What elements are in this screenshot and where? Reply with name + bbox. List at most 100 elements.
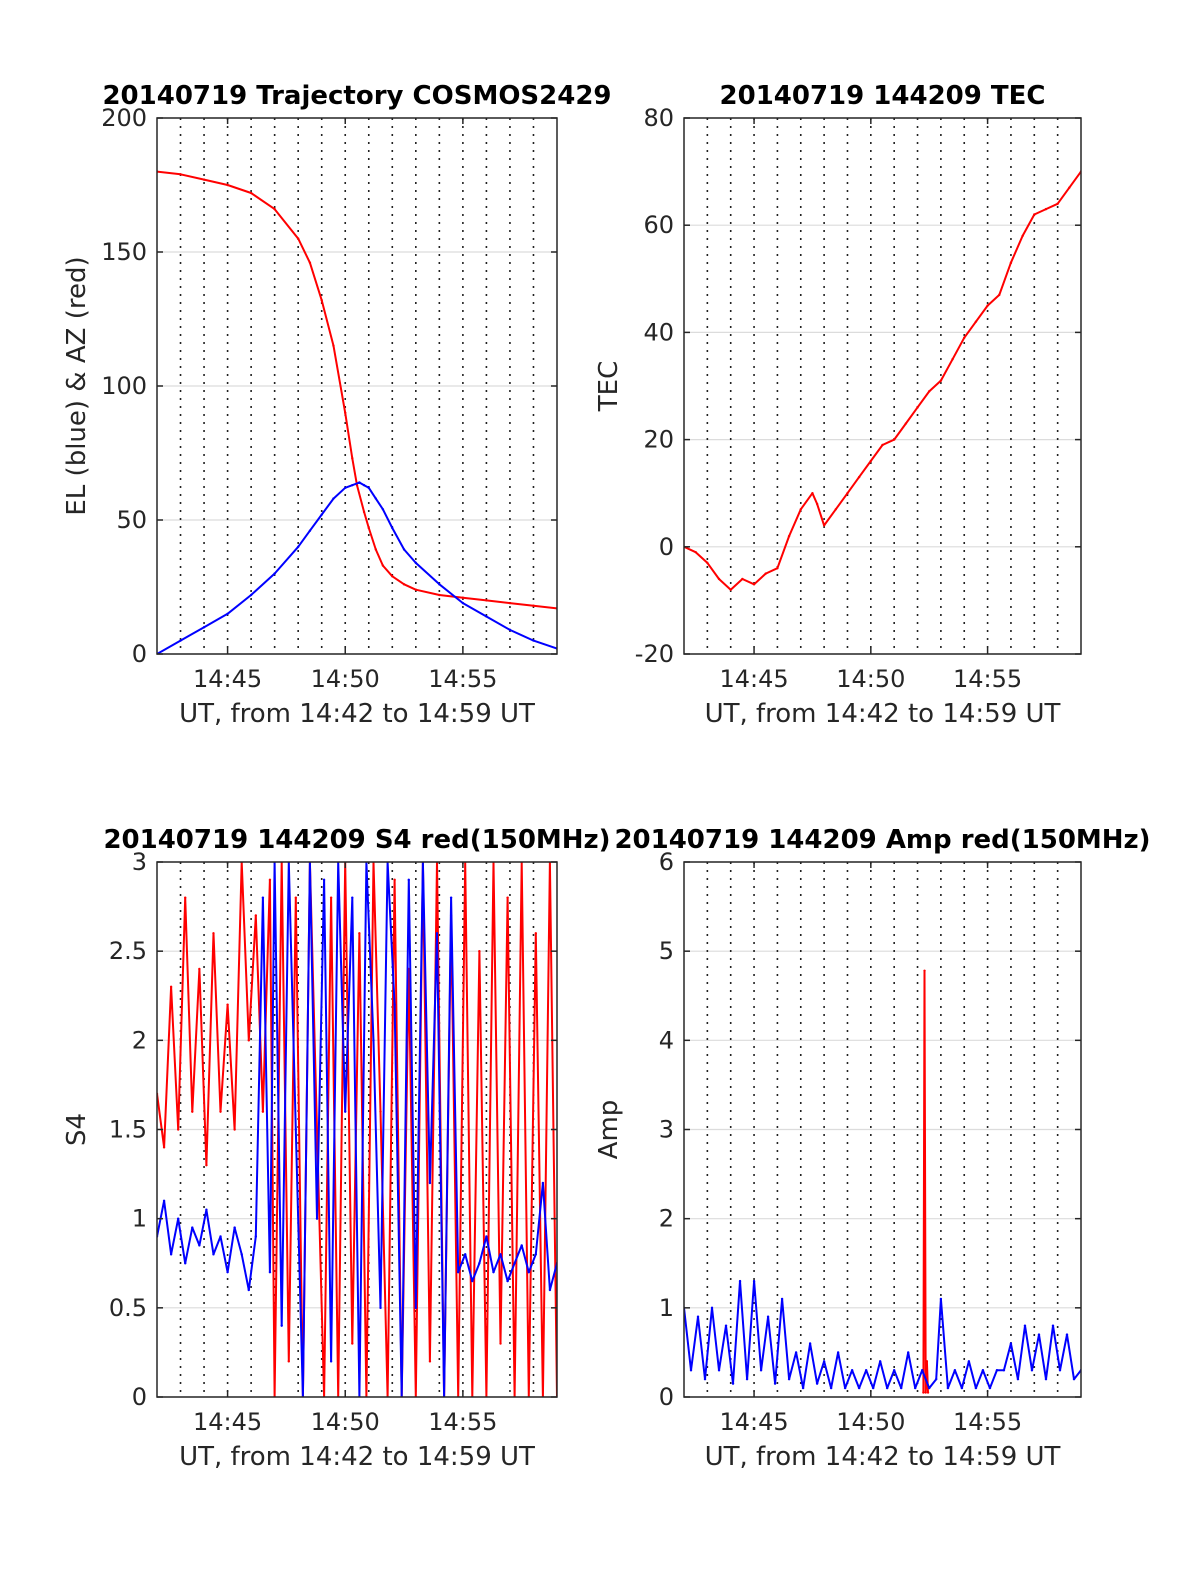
y-tick-label: 40 <box>643 318 674 346</box>
series-group <box>157 862 557 1397</box>
data-point <box>988 1386 992 1390</box>
data-point <box>393 878 396 882</box>
data-point <box>329 896 333 899</box>
data-point <box>913 1386 917 1390</box>
data-point <box>706 561 709 565</box>
data-point <box>928 1386 931 1390</box>
data-point <box>808 1342 812 1345</box>
data-point <box>296 545 300 548</box>
axes-box <box>683 117 1082 655</box>
data-point <box>703 1377 707 1381</box>
chart-title: 20140719 144209 TEC <box>720 81 1046 111</box>
data-point <box>834 508 837 511</box>
data-point <box>485 599 488 602</box>
data-point <box>1016 1377 1020 1381</box>
data-point <box>513 1262 516 1265</box>
data-point <box>829 1386 833 1390</box>
data-point <box>351 1342 354 1345</box>
data-point <box>169 985 173 989</box>
data-point <box>532 604 535 607</box>
x-axis-label: UT, from 14:42 to 14:59 UT <box>179 699 535 729</box>
x-tick-label: 14:55 <box>428 1408 497 1436</box>
data-point <box>499 1253 502 1256</box>
data-point <box>351 483 354 487</box>
data-point <box>1065 1333 1069 1336</box>
data-point <box>963 336 966 339</box>
data-point <box>456 1270 460 1274</box>
x-tick-label: 14:50 <box>836 1408 905 1436</box>
data-point <box>1058 1369 1062 1372</box>
x-tick-label: 14:50 <box>311 1408 380 1436</box>
chart-panel-2: -20 0 20 40 60 80 14:45 14:50 14:55 20140719 1442… <box>594 81 1082 729</box>
data-point <box>280 1324 283 1327</box>
data-point <box>179 173 182 176</box>
data-point <box>506 1279 509 1283</box>
data-point <box>414 588 418 591</box>
series-line-1 <box>157 170 557 610</box>
data-point <box>205 1163 208 1167</box>
data-point <box>534 932 538 935</box>
data-point <box>921 1369 924 1372</box>
data-point <box>332 344 335 347</box>
data-point <box>179 639 182 642</box>
data-point <box>906 1351 910 1354</box>
data-point <box>162 1146 166 1149</box>
data-point <box>926 1391 930 1394</box>
data-point <box>836 1351 840 1354</box>
data-point <box>449 896 453 899</box>
data-point <box>226 183 229 187</box>
x-axis-label: UT, from 14:42 to 14:59 UT <box>705 699 1061 729</box>
data-point <box>960 1386 964 1390</box>
data-point <box>953 1369 957 1372</box>
data-point <box>379 1110 382 1113</box>
data-point <box>689 1369 693 1372</box>
data-point <box>308 529 312 532</box>
data-point <box>1044 1377 1048 1381</box>
x-tick-label: 14:50 <box>311 665 380 693</box>
data-point <box>928 390 931 393</box>
data-point <box>843 1386 847 1390</box>
data-point <box>402 583 406 586</box>
x-tick-label: 14:55 <box>428 665 497 693</box>
chart-panel-3: 0 0.5 1 1.5 2 2.5 3 14:45 14:50 14:55 20140719 144… <box>62 825 611 1472</box>
data-point <box>247 1039 250 1042</box>
data-point <box>249 191 253 195</box>
y-tick-label: 3 <box>659 1116 674 1144</box>
data-point <box>202 626 206 629</box>
data-point <box>694 550 697 554</box>
data-point <box>924 1391 927 1394</box>
data-point <box>438 593 441 597</box>
data-point <box>320 299 323 302</box>
data-point <box>176 1128 180 1131</box>
data-point <box>320 513 323 516</box>
data-point <box>344 411 347 414</box>
series-line-2 <box>157 481 557 654</box>
data-point <box>787 534 791 538</box>
y-tick-label: 0 <box>132 640 147 668</box>
y-tick-label: 6 <box>659 848 674 876</box>
data-point <box>268 1270 272 1274</box>
data-point <box>548 1288 552 1292</box>
data-point <box>857 1386 861 1390</box>
data-point <box>508 601 512 605</box>
data-point <box>1009 261 1013 264</box>
data-point <box>240 1253 243 1256</box>
y-tick-label: 2 <box>132 1026 147 1054</box>
data-point <box>759 1369 763 1372</box>
data-point <box>393 1003 396 1006</box>
data-point <box>461 601 465 605</box>
data-point <box>541 1181 545 1185</box>
data-point <box>864 1369 868 1372</box>
data-point <box>801 1386 805 1390</box>
y-axis-label: Amp <box>594 1100 624 1160</box>
x-tick-label: 14:55 <box>953 665 1022 693</box>
y-tick-label: 4 <box>659 1026 674 1054</box>
data-point <box>916 406 919 409</box>
data-point <box>532 639 535 642</box>
data-point <box>381 564 385 567</box>
data-point <box>939 1297 943 1301</box>
data-point <box>822 1360 826 1363</box>
data-point <box>294 1128 298 1131</box>
data-point <box>799 508 802 511</box>
